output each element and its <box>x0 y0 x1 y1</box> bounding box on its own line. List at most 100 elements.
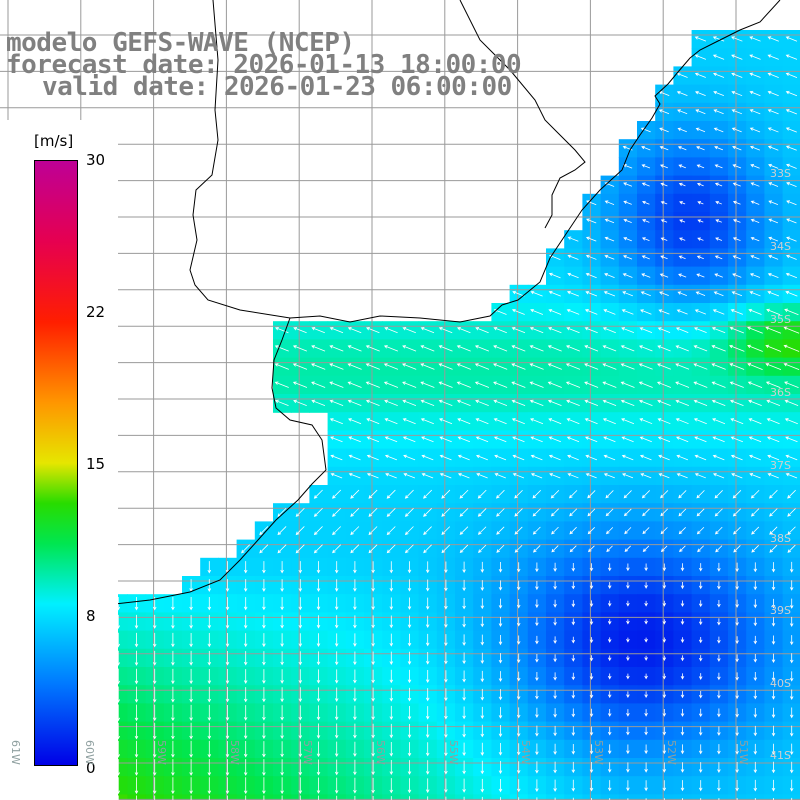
wind-arrow <box>644 619 648 625</box>
wind-cell <box>709 539 729 559</box>
wind-arrow <box>749 90 761 97</box>
wind-arrow <box>371 579 375 592</box>
wind-arrow <box>134 650 139 666</box>
lat-label: 36S <box>770 386 791 399</box>
wind-arrow <box>693 363 708 370</box>
wind-arrow <box>152 704 157 722</box>
wind-arrow <box>731 54 743 60</box>
wind-cell <box>509 521 529 541</box>
wind-cell <box>709 794 729 800</box>
wind-arrow <box>657 327 671 333</box>
wind-arrow <box>350 544 360 554</box>
wind-arrow <box>715 237 723 241</box>
lat-label: 38S <box>770 532 791 545</box>
wind-arrow <box>207 722 212 740</box>
wind-cell <box>527 794 547 800</box>
wind-cell <box>491 539 511 559</box>
wind-arrow <box>350 489 360 499</box>
wind-cell <box>546 539 565 559</box>
wind-cell <box>400 485 420 504</box>
wind-cell <box>673 539 693 559</box>
wind-arrow <box>571 726 576 737</box>
wind-arrow <box>316 705 321 721</box>
wind-cell <box>418 521 438 541</box>
wind-arrow <box>675 327 689 333</box>
wind-arrow <box>512 436 525 443</box>
wind-arrow <box>696 164 705 169</box>
wind-arrow <box>694 327 707 334</box>
wind-arrow <box>171 777 175 795</box>
wind-arrow <box>347 381 362 388</box>
lat-label: 41S <box>770 749 791 762</box>
wind-arrow <box>389 705 394 720</box>
wind-cell <box>600 521 620 541</box>
wind-cell <box>473 539 492 559</box>
wind-arrow <box>353 669 357 684</box>
wind-arrow <box>459 508 469 517</box>
wind-arrow <box>480 706 485 720</box>
wind-arrow <box>607 637 612 643</box>
wind-arrow <box>731 90 743 97</box>
wind-arrow <box>680 618 685 625</box>
wind-arrow <box>787 489 796 499</box>
wind-arrow <box>334 759 339 776</box>
wind-arrow <box>789 580 794 591</box>
wind-arrow <box>444 742 448 757</box>
wind-cell <box>746 521 765 541</box>
wind-arrow <box>243 561 248 574</box>
wind-arrow <box>571 618 576 626</box>
wind-cell <box>600 503 620 522</box>
wind-arrow <box>553 562 557 572</box>
wind-arrow <box>496 544 505 553</box>
wind-arrow <box>714 145 724 151</box>
wind-arrow <box>729 363 745 370</box>
wind-arrow <box>748 399 762 407</box>
wind-arrow <box>353 705 357 721</box>
wind-arrow <box>295 544 305 554</box>
wind-arrow <box>280 561 284 574</box>
wind-arrow <box>626 582 630 589</box>
wind-arrow <box>262 741 266 758</box>
wind-cell <box>254 539 274 559</box>
wind-arrow <box>444 579 448 592</box>
wind-arrow <box>606 545 613 553</box>
wind-arrow <box>420 399 435 407</box>
wind-arrow <box>750 164 760 169</box>
wind-cell <box>345 539 365 559</box>
wind-arrow <box>498 653 503 664</box>
wind-arrow <box>389 633 394 647</box>
wind-arrow <box>589 618 594 625</box>
wind-arrow <box>407 778 412 794</box>
wind-arrow <box>334 777 339 794</box>
wind-arrow <box>529 381 544 388</box>
wind-arrow <box>662 563 667 572</box>
wind-arrow <box>642 545 650 553</box>
wind-arrow <box>403 454 416 461</box>
wind-arrow <box>425 651 430 665</box>
wind-arrow <box>679 219 686 223</box>
wind-arrow <box>711 399 726 406</box>
wind-arrow <box>749 145 760 151</box>
wind-arrow <box>171 668 175 685</box>
wind-arrow <box>589 726 594 736</box>
wind-arrow <box>607 691 612 699</box>
wind-arrow <box>717 708 721 718</box>
wind-arrow <box>607 762 612 773</box>
wind-arrow <box>511 327 526 334</box>
wind-cell <box>455 539 474 559</box>
wind-arrow <box>771 653 776 664</box>
wind-arrow <box>535 653 539 663</box>
wind-arrow <box>585 254 597 260</box>
wind-arrow <box>462 778 466 793</box>
wind-arrow <box>292 381 308 388</box>
wind-arrow <box>676 309 688 315</box>
wind-arrow <box>766 399 781 407</box>
wind-arrow <box>420 327 435 334</box>
wind-arrow <box>389 651 394 665</box>
wind-arrow <box>603 291 616 297</box>
wind-arrow <box>553 618 557 626</box>
wind-arrow <box>783 326 800 334</box>
wind-arrow <box>368 526 378 536</box>
wind-cell <box>782 66 800 86</box>
wind-arrow <box>675 345 689 352</box>
